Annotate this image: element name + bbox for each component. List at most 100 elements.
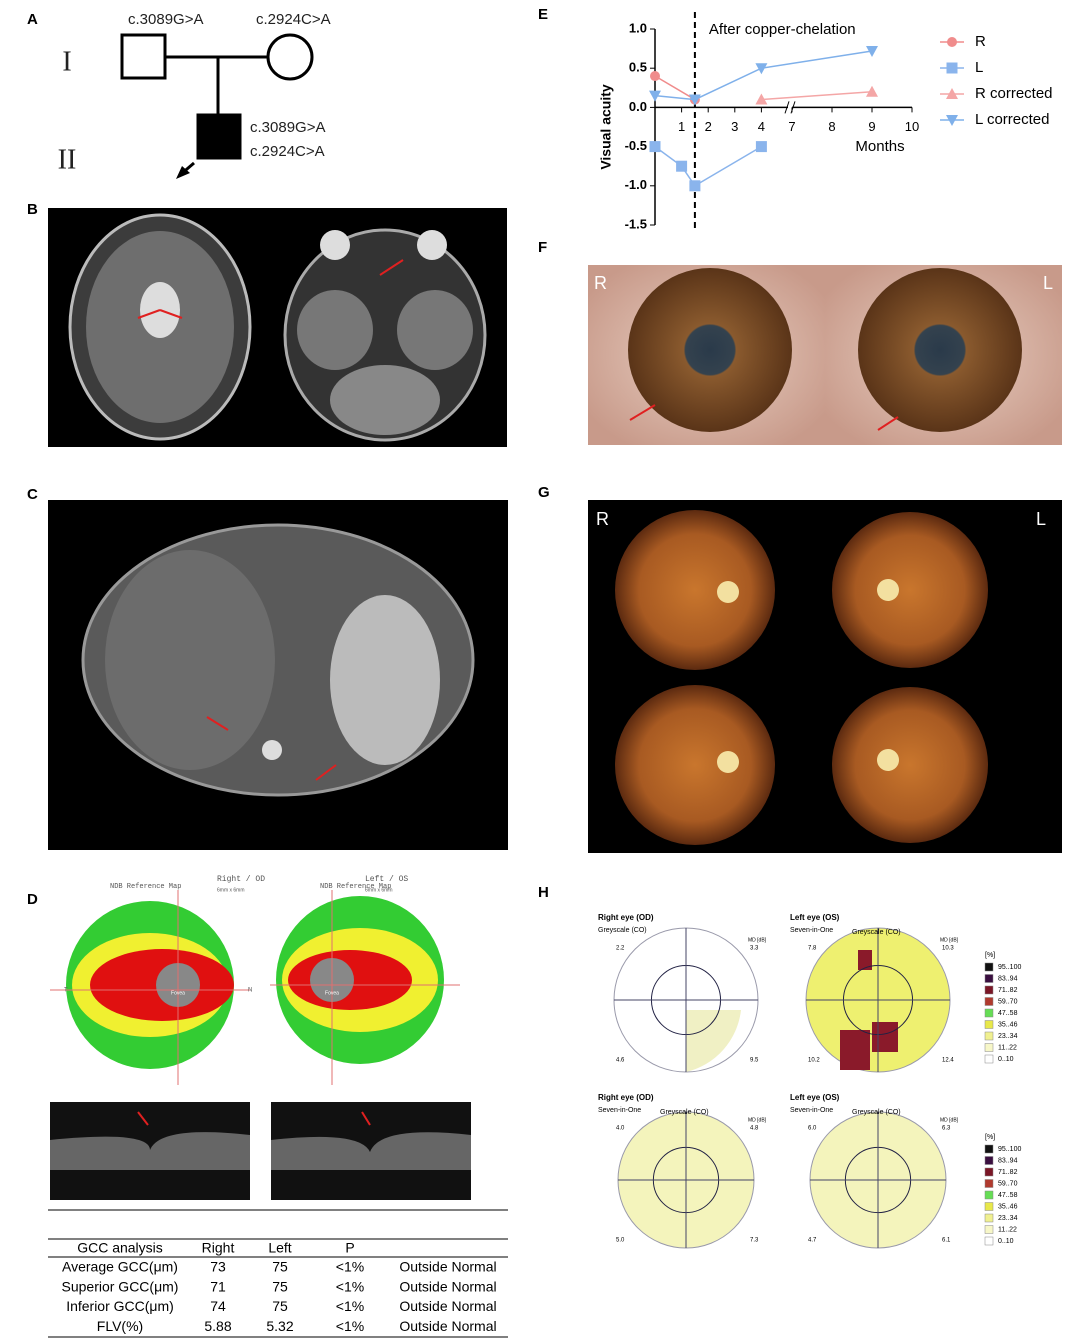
table-cell: <1%	[336, 1259, 364, 1275]
data-point	[866, 45, 878, 57]
legend-swatch	[984, 1031, 994, 1041]
x-tick-label: 9	[868, 119, 875, 134]
table-header: GCC analysis	[77, 1240, 163, 1256]
field-mode: Greyscale (CO)	[598, 927, 647, 934]
panel-labels: A B C D E F G H	[27, 6, 550, 908]
table-header: Right	[202, 1240, 235, 1256]
data-point	[650, 71, 660, 82]
field-defect	[840, 1030, 870, 1070]
data-point	[649, 90, 661, 102]
table-cell: FLV(%)	[97, 1318, 143, 1334]
field-mode: Seven-in-One	[790, 927, 833, 934]
table-cell: 71	[210, 1278, 226, 1294]
y-tick-label: 1.0	[629, 20, 647, 35]
y-tick-label: -1.5	[625, 216, 647, 231]
data-point	[866, 85, 878, 97]
panel-label: C	[27, 486, 38, 503]
table-header: P	[345, 1240, 354, 1256]
legend-marker	[947, 37, 957, 47]
x-tick-label: 2	[705, 119, 712, 134]
legend-unit: [%]	[985, 952, 995, 959]
legend-swatch	[984, 1202, 994, 1211]
legend-swatch	[984, 1190, 994, 1200]
map-title: NDB Reference Map	[320, 883, 391, 891]
legend-label: 83..94	[998, 975, 1018, 982]
md-label: MD [dB]	[940, 937, 959, 943]
md-value: 4.8	[750, 1126, 759, 1132]
legend-label: 95..100	[998, 1146, 1021, 1153]
field-mode: Seven-in-One	[790, 1107, 833, 1114]
arrow	[379, 259, 404, 276]
data-point	[755, 141, 767, 153]
generation-label: I	[62, 46, 71, 77]
eye-label: L	[1036, 509, 1046, 529]
data-point	[755, 63, 768, 75]
gcc-table: GCC analysis Right Left P Average GCC(μm) 73 7…	[48, 1209, 508, 1338]
data-point	[676, 160, 688, 172]
genotype: c.3089G>A	[250, 119, 325, 136]
legend-swatch	[984, 1008, 994, 1018]
arrow	[159, 309, 183, 319]
panel-label: F	[538, 239, 547, 256]
arrow	[137, 309, 161, 319]
fundus	[615, 510, 775, 670]
eye-label: L	[1043, 273, 1053, 293]
eye-label: R	[594, 273, 607, 293]
md-value: 7.3	[750, 1238, 759, 1244]
legend-label: R corrected	[975, 85, 1053, 102]
eye-photos	[588, 265, 1062, 445]
map-size: 6mm x 6mm	[365, 887, 393, 893]
legend-label: 59..70	[998, 1180, 1018, 1187]
md-value: 6.3	[942, 1126, 951, 1132]
oct-map-right	[50, 890, 250, 1085]
annotation-label: After copper-chelation	[709, 21, 856, 38]
arrow	[629, 404, 656, 421]
legend-label: 23..34	[998, 1215, 1018, 1222]
table-cell: Outside Normal	[399, 1278, 496, 1294]
md-label: MD [dB]	[748, 1117, 767, 1123]
eye-label: R	[596, 509, 609, 529]
iris	[628, 268, 792, 432]
md-label: MD [dB]	[940, 1117, 959, 1123]
mri-liver	[105, 550, 275, 770]
legend-swatch	[984, 1144, 994, 1154]
table-cell: Outside Normal	[399, 1259, 496, 1275]
y-tick-label: -1.0	[625, 177, 647, 192]
legend-label: 83..94	[998, 1157, 1018, 1164]
x-tick-label: 4	[758, 119, 765, 134]
table-cell: 73	[210, 1259, 226, 1275]
legend-label: L	[975, 59, 983, 76]
visual-fields: Right eye (OD) Greyscale (CO) MD [dB] 2.2 3.…	[598, 913, 1021, 1249]
panel-label: H	[538, 884, 549, 901]
md-value: 2.2	[616, 946, 625, 952]
field-scale: Greyscale (CO)	[852, 1109, 901, 1116]
md-label: MD [dB]	[748, 937, 767, 943]
table-cell: 5.88	[204, 1318, 231, 1334]
md-value: 5.0	[616, 1238, 625, 1244]
md-value: 4.0	[616, 1126, 625, 1132]
optic-disc	[877, 579, 899, 601]
genotype: c.2924C>A	[256, 11, 331, 28]
field-eye: Left eye (OS)	[790, 1093, 840, 1102]
abdominal-mri	[48, 500, 508, 850]
fundus-photos	[588, 500, 1062, 853]
md-value: 9.5	[750, 1058, 759, 1064]
md-value: 10.3	[942, 946, 954, 952]
legend-swatch	[984, 1213, 994, 1223]
legend-marker	[946, 115, 958, 126]
legend-swatch	[984, 1054, 994, 1064]
table-cell: Outside Normal	[399, 1318, 496, 1334]
table-cell: <1%	[336, 1298, 364, 1314]
mri-spine	[262, 740, 282, 760]
oct-map-left	[270, 890, 460, 1085]
female-symbol	[266, 33, 314, 81]
legend-label: 11..22	[998, 1044, 1017, 1051]
arrow	[361, 1111, 371, 1126]
panel-label: B	[27, 201, 38, 218]
arrow	[877, 416, 899, 431]
oct-maps	[50, 890, 471, 1200]
table-cell: Superior GCC(μm)	[62, 1278, 179, 1294]
map-eye: Left / OS	[365, 875, 408, 884]
axis-letter: N	[248, 988, 252, 994]
optic-disc	[717, 581, 739, 603]
